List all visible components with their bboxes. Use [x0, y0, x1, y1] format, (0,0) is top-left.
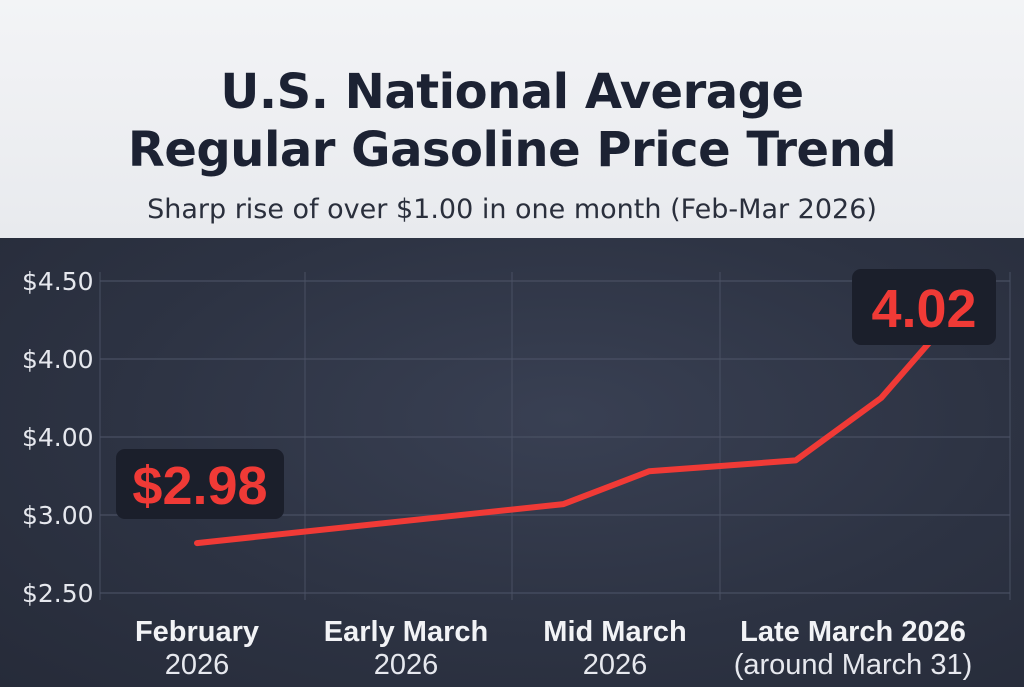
x-category-sublabel: 2026	[374, 649, 439, 681]
x-category-sublabel: 2026	[165, 649, 230, 681]
end-value-label: 4.02	[871, 279, 976, 339]
callout-layer: $2.98 4.02	[116, 269, 996, 519]
x-category-label: Early March	[324, 616, 488, 648]
x-category-sublabel: 2026	[583, 649, 648, 681]
x-category-label: February	[135, 616, 259, 648]
chart-subtitle: Sharp rise of over $1.00 in one month (F…	[147, 194, 877, 225]
y-tick-label: $3.00	[22, 501, 94, 530]
y-tick-label: $2.50	[22, 579, 94, 608]
price-trend-line	[194, 279, 984, 547]
chart-header: U.S. National Average Regular Gasoline P…	[0, 0, 1024, 238]
end-value-box	[852, 269, 996, 345]
y-tick-label: $4.50	[22, 267, 94, 296]
chart-title-line-1: U.S. National Average	[220, 64, 804, 120]
chart-title-line-2: Regular Gasoline Price Trend	[127, 122, 897, 178]
x-category-label: Mid March	[543, 616, 686, 648]
y-tick-label: $4.00	[22, 423, 94, 452]
x-category-sublabel: (around March 31)	[734, 649, 973, 681]
x-category-label: Late March 2026	[740, 616, 966, 648]
y-axis-ticks: $4.50 $4.00 $4.00 $3.00 $2.50	[22, 267, 94, 608]
series-layer	[194, 279, 984, 547]
y-tick-label: $4.00	[22, 345, 94, 374]
start-value-box	[116, 449, 284, 519]
start-value-label: $2.98	[132, 456, 267, 516]
